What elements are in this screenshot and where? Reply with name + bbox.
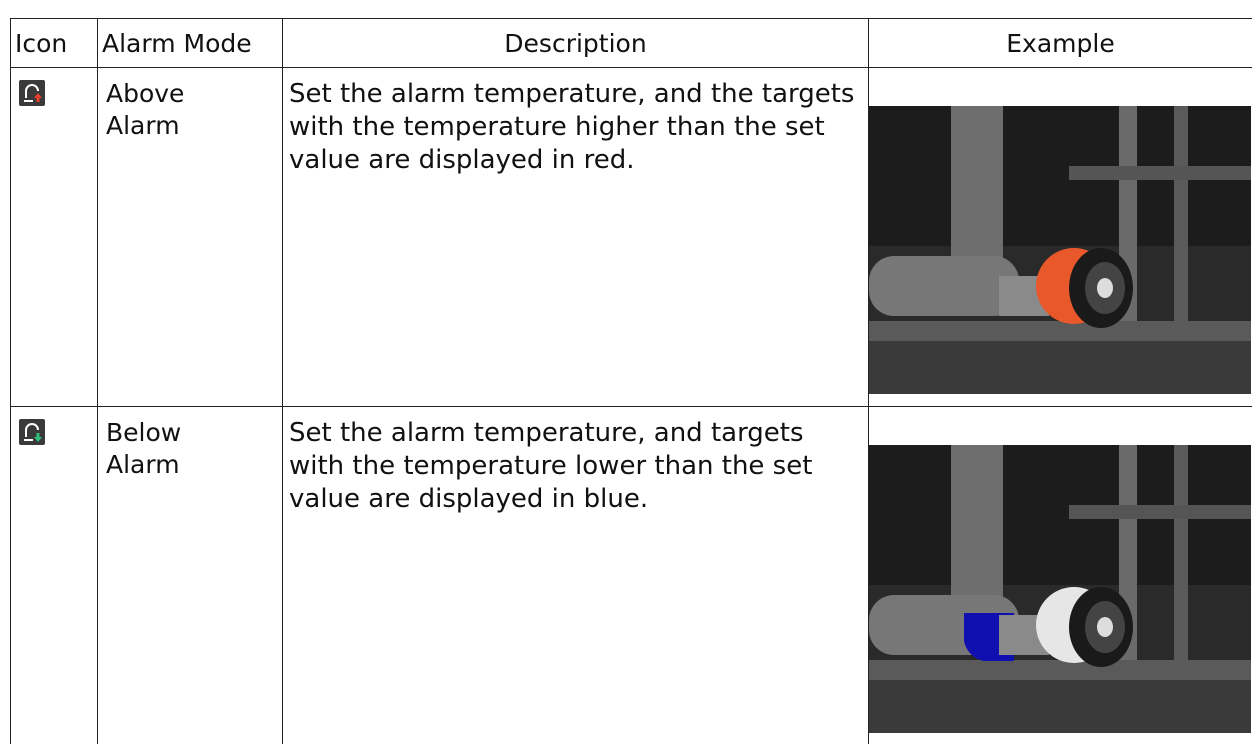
icon-cell (10, 406, 98, 744)
header-row: Icon Alarm Mode Description Example (10, 18, 1252, 68)
thermal-image (869, 445, 1251, 733)
header-cell: Example (868, 18, 1252, 68)
table-wrap: Icon Alarm Mode Description Example Abov… (10, 18, 1252, 744)
header-cell: Icon (10, 18, 98, 68)
header-cell: Alarm Mode (97, 18, 283, 68)
mode-text: Above Alarm (106, 79, 185, 140)
below-alarm-icon (19, 419, 45, 445)
icon-cell (10, 67, 98, 407)
alarm-table: Icon Alarm Mode Description Example Abov… (10, 18, 1252, 744)
example-cell (868, 406, 1252, 744)
mode-cell: Below Alarm (97, 406, 283, 744)
header-cell: Description (282, 18, 869, 68)
table-row: Above Alarm Set the alarm temperature, a… (10, 67, 1252, 407)
above-alarm-icon (19, 80, 45, 106)
thermal-image (869, 106, 1251, 394)
description-cell: Set the alarm temperature, and targets w… (282, 406, 869, 744)
example-cell (868, 67, 1252, 407)
mode-text: Below Alarm (106, 418, 182, 479)
description-cell: Set the alarm temperature, and the targe… (282, 67, 869, 407)
mode-cell: Above Alarm (97, 67, 283, 407)
description-text: Set the alarm temperature, and targets w… (289, 418, 813, 514)
description-text: Set the alarm temperature, and the targe… (289, 79, 855, 175)
table-row: Below Alarm Set the alarm temperature, a… (10, 406, 1252, 744)
